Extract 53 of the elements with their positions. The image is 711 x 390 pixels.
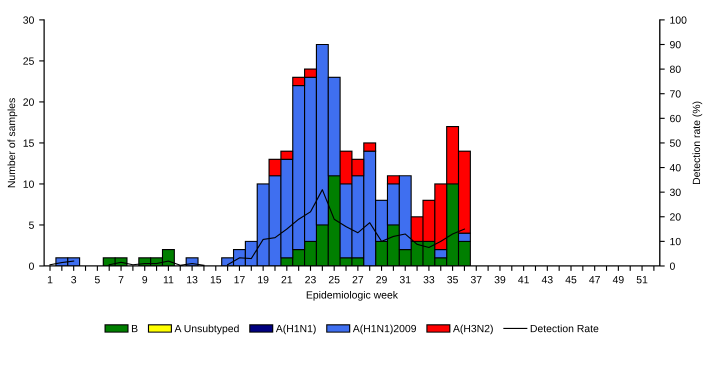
y2-tick-label: 0	[670, 262, 675, 270]
y2-tick-label: 10	[670, 238, 681, 246]
x-tick-label: 5	[94, 276, 100, 284]
x-tick-label: 39	[494, 276, 506, 284]
y2-tick-label: 90	[670, 41, 681, 48]
y2-tick-label: 40	[670, 164, 681, 172]
x-tick-label: 31	[400, 276, 411, 284]
y2-tick-label: 30	[670, 188, 681, 196]
x-tick-label: 7	[118, 276, 124, 284]
x-tick-label: 43	[542, 276, 553, 284]
x-tick-label: 27	[352, 276, 364, 284]
x-tick-label: 37	[470, 276, 482, 284]
x-tick-label: 47	[589, 276, 600, 284]
x-tick-label: 35	[447, 276, 458, 284]
x-tick-label: 29	[376, 276, 387, 284]
x-tick-label: 41	[518, 276, 529, 284]
legend-label: B	[132, 324, 138, 332]
x-tick-label: 25	[328, 276, 340, 284]
y-tick-label: 20	[23, 98, 34, 106]
y-tick-label: 30	[23, 16, 34, 24]
y-tick-label: 0	[28, 262, 34, 270]
x-tick-label: 45	[565, 276, 576, 284]
x-tick-label: 15	[210, 276, 222, 284]
legend-label: A(H1N1)2009	[352, 324, 416, 334]
y2-tick-label: 20	[670, 213, 681, 221]
x-tick-label: 23	[305, 276, 316, 284]
legend-label: A Unsubtyped	[174, 324, 239, 334]
x-tick-label: 51	[636, 276, 648, 284]
y-axis-title: Number of samples	[8, 98, 18, 188]
y2-tick-label: 80	[670, 66, 681, 73]
y2-tick-label: 50	[670, 139, 681, 147]
legend-label: A(H3N2)	[452, 324, 493, 334]
x-tick-label: 11	[164, 276, 174, 284]
x-tick-label: 13	[187, 276, 198, 284]
x-tick-label: 1	[48, 276, 52, 284]
x-tick-label: 9	[142, 276, 148, 284]
y-tick-label: 5	[28, 222, 34, 229]
y-tick-label: 15	[24, 140, 34, 147]
x-tick-label: 33	[424, 276, 434, 284]
x-tick-label: 17	[234, 276, 245, 284]
y-tick-label: 10	[24, 180, 34, 188]
legend-label: A(H1N1)	[276, 324, 316, 334]
y2-tick-label: 100	[670, 16, 687, 24]
y2-tick-label: 70	[670, 90, 681, 98]
x-tick-label: 21	[282, 276, 292, 284]
x-tick-label: 49	[612, 276, 624, 284]
y2-axis-title: Detection rate (%)	[692, 102, 702, 184]
legend-label: Detection Rate	[530, 324, 598, 332]
x-tick-label: 3	[71, 276, 76, 284]
x-tick-label: 19	[258, 276, 268, 284]
y-tick-label: 25	[23, 57, 34, 65]
x-axis-title: Epidemiologic week	[306, 290, 398, 301]
y2-tick-label: 60	[670, 114, 681, 122]
